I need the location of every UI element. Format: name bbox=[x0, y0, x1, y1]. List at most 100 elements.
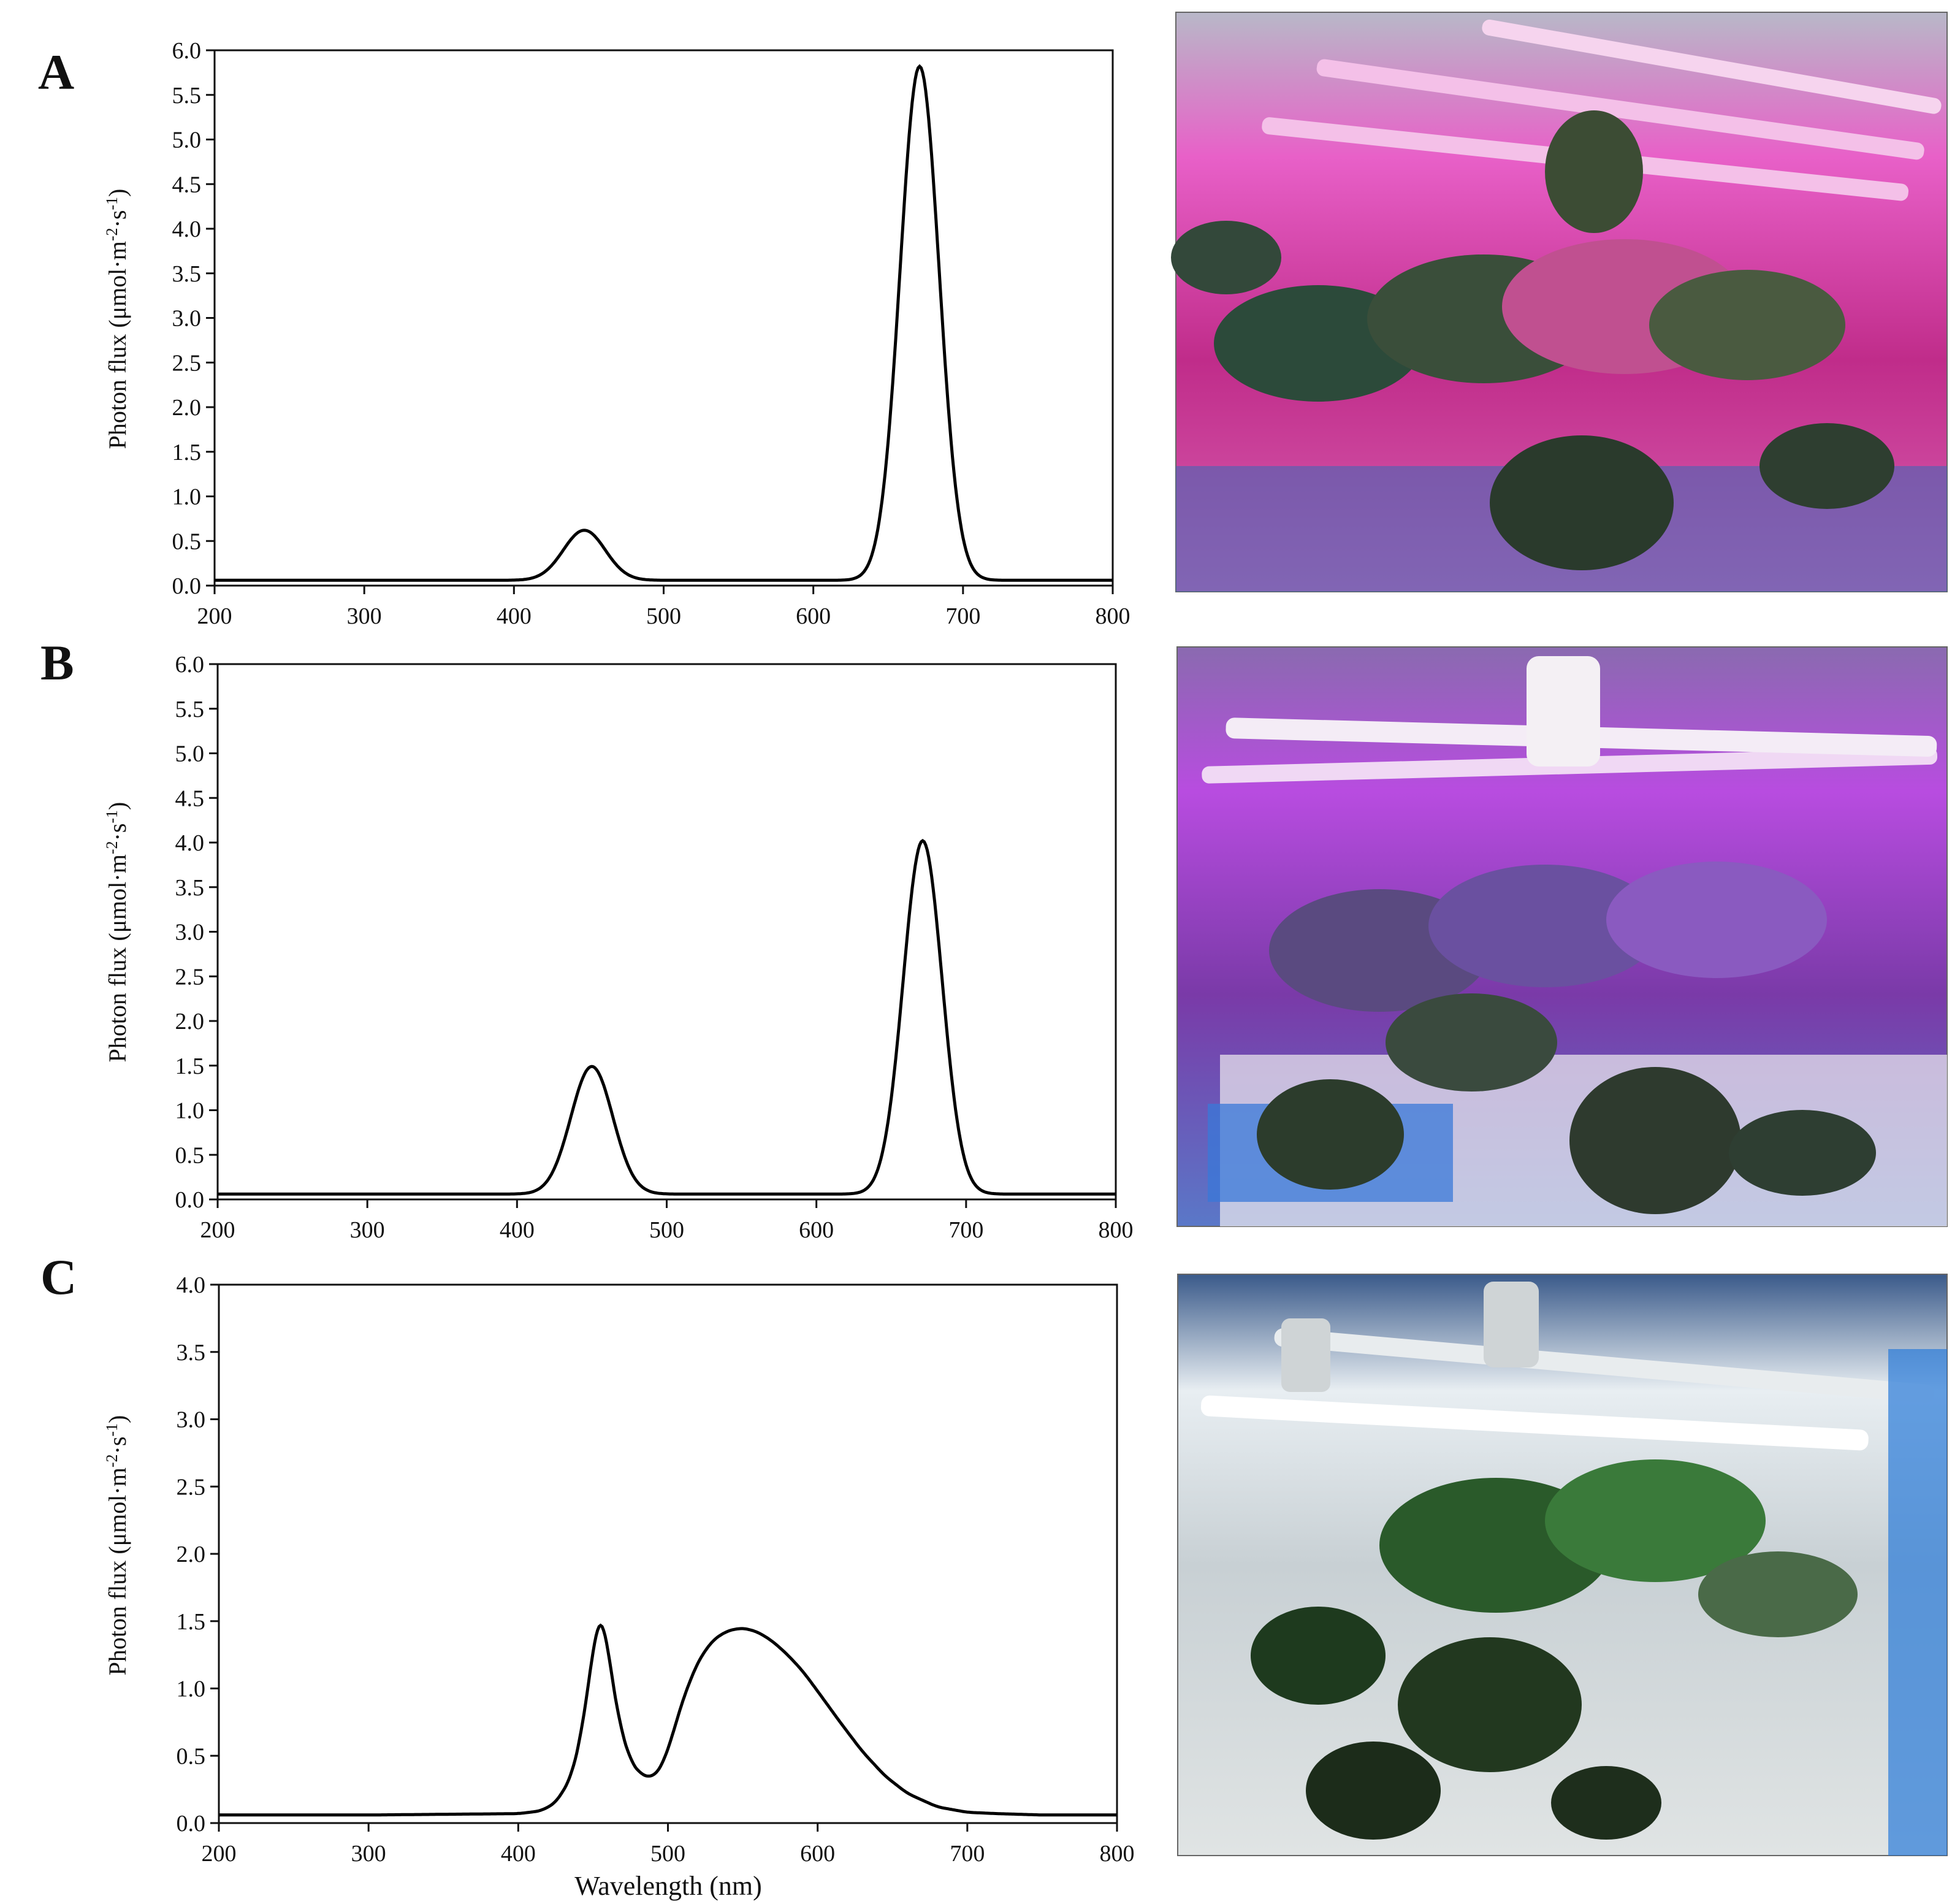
x-tick-label: 300 bbox=[351, 1841, 386, 1867]
panel-a: A Photon flux (μmol·m-2·s-1) 0.0 0.5 1.0 1.… bbox=[38, 12, 1948, 629]
y-tick-label: 5.0 bbox=[172, 128, 202, 153]
lamp-holder bbox=[1484, 1282, 1539, 1367]
leaf bbox=[1306, 1742, 1441, 1840]
y-tick-label: 4.5 bbox=[172, 172, 202, 197]
led-tube bbox=[1482, 19, 1942, 114]
y-tick-label: 3.5 bbox=[175, 875, 205, 901]
x-tick-label: 400 bbox=[501, 1841, 536, 1867]
photo-b bbox=[1176, 646, 1948, 1227]
y-tick-label: 4.0 bbox=[172, 216, 202, 242]
panel-label: A bbox=[38, 44, 74, 100]
y-tick-label: 4.5 bbox=[175, 786, 205, 811]
y-tick-label: 3.0 bbox=[175, 920, 205, 946]
x-tick-label: 300 bbox=[350, 1217, 385, 1243]
leaf bbox=[1729, 1110, 1876, 1196]
plot-area bbox=[213, 49, 1114, 587]
x-axis-label: Wavelength (nm) bbox=[574, 1871, 762, 1901]
y-tick-label: 2.0 bbox=[175, 1009, 205, 1034]
y-tick-label: 4.0 bbox=[177, 1272, 206, 1298]
y-tick-label: 1.0 bbox=[175, 1098, 205, 1124]
y-tick-label: 5.5 bbox=[172, 83, 202, 109]
spectrum-line bbox=[219, 1623, 1117, 1817]
leaf bbox=[1551, 1766, 1661, 1840]
photo-a bbox=[1171, 12, 1948, 592]
leaf bbox=[1759, 423, 1894, 509]
x-tick-label: 800 bbox=[1096, 603, 1130, 629]
x-tick-label: 800 bbox=[1100, 1841, 1135, 1867]
y-axis-label: Photon flux (μmol·m-2·s-1) bbox=[103, 1415, 132, 1676]
x-tick-label: 800 bbox=[1099, 1217, 1134, 1243]
leaf bbox=[1606, 862, 1827, 978]
y-tick-label: 1.5 bbox=[172, 440, 202, 465]
x-tick-label: 500 bbox=[646, 603, 681, 629]
x-tick-label: 300 bbox=[347, 603, 382, 629]
led-tube bbox=[1274, 1328, 1934, 1403]
plot-area bbox=[216, 663, 1117, 1201]
x-tick-label: 600 bbox=[800, 1841, 835, 1867]
leaf bbox=[1545, 110, 1643, 233]
blue-tray bbox=[1888, 1349, 1947, 1856]
x-tick-label: 200 bbox=[202, 1841, 237, 1867]
leaf bbox=[1428, 865, 1661, 987]
y-tick-label: 3.5 bbox=[172, 261, 202, 287]
y-tick-label: 0.0 bbox=[177, 1811, 206, 1837]
leaf bbox=[1386, 993, 1557, 1092]
y-tick-label: 4.0 bbox=[175, 830, 205, 856]
y-tick-label: 0.5 bbox=[175, 1142, 205, 1168]
spectrum-line bbox=[215, 64, 1113, 582]
leaf bbox=[1649, 270, 1845, 380]
panel-label: B bbox=[40, 635, 74, 690]
x-tick-label: 400 bbox=[497, 603, 532, 629]
leaf bbox=[1171, 221, 1281, 294]
y-tick-label: 1.5 bbox=[175, 1053, 205, 1079]
y-tick-label: 3.0 bbox=[172, 306, 202, 332]
y-tick-label: 0.0 bbox=[175, 1187, 205, 1213]
y-tick-label: 2.5 bbox=[172, 350, 202, 376]
x-tick-label: 500 bbox=[650, 1841, 685, 1867]
leaf bbox=[1398, 1637, 1582, 1772]
panel-b: B Photon flux (μmol·m-2·s-1) 0.0 0.5 1.0 1.… bbox=[40, 635, 1948, 1243]
y-tick-label: 2.5 bbox=[175, 964, 205, 990]
y-axis-label: Photon flux (μmol·m-2·s-1) bbox=[103, 802, 132, 1063]
leaf bbox=[1490, 435, 1674, 570]
y-tick-label: 5.5 bbox=[175, 697, 205, 722]
y-axis-label: Photon flux (μmol·m-2·s-1) bbox=[103, 189, 132, 449]
y-tick-label: 0.5 bbox=[172, 529, 202, 554]
x-tick-label: 500 bbox=[649, 1217, 684, 1243]
y-tick-label: 0.0 bbox=[172, 573, 202, 599]
y-tick-label: 3.0 bbox=[177, 1407, 206, 1433]
x-tick-label: 600 bbox=[799, 1217, 834, 1243]
x-tick-label: 600 bbox=[796, 603, 831, 629]
x-tick-label: 200 bbox=[200, 1217, 235, 1243]
leaf bbox=[1545, 1459, 1766, 1582]
x-tick-label: 400 bbox=[500, 1217, 535, 1243]
plot-area bbox=[218, 1283, 1118, 1824]
y-tick-label: 2.0 bbox=[177, 1542, 206, 1567]
panel-c: C Photon flux (μmol·m-2·s-1) 0.0 0.5 1.0 1.… bbox=[40, 1249, 1948, 1901]
y-tick-label: 3.5 bbox=[177, 1340, 206, 1366]
leaf bbox=[1569, 1067, 1741, 1214]
leaf bbox=[1251, 1607, 1386, 1705]
y-tick-label: 6.0 bbox=[172, 38, 202, 64]
x-tick-label: 700 bbox=[945, 603, 980, 629]
x-tick-label: 700 bbox=[950, 1841, 985, 1867]
y-tick-label: 1.0 bbox=[177, 1677, 206, 1702]
y-tick-label: 1.5 bbox=[177, 1609, 206, 1635]
lamp-holder bbox=[1527, 656, 1600, 767]
lamp-holder bbox=[1281, 1318, 1330, 1392]
spectrum-line bbox=[218, 839, 1116, 1196]
panel-label: C bbox=[40, 1249, 77, 1305]
leaf bbox=[1698, 1551, 1858, 1637]
x-tick-label: 200 bbox=[197, 603, 232, 629]
leaf bbox=[1257, 1079, 1404, 1190]
y-tick-label: 2.0 bbox=[172, 395, 202, 421]
led-tube bbox=[1316, 59, 1924, 160]
y-tick-label: 5.0 bbox=[175, 741, 205, 767]
y-tick-label: 6.0 bbox=[175, 652, 205, 678]
y-tick-label: 2.5 bbox=[177, 1474, 206, 1500]
y-tick-label: 1.0 bbox=[172, 484, 202, 510]
x-tick-label: 700 bbox=[948, 1217, 983, 1243]
y-tick-label: 0.5 bbox=[177, 1743, 206, 1769]
photo-c bbox=[1177, 1274, 1948, 1856]
